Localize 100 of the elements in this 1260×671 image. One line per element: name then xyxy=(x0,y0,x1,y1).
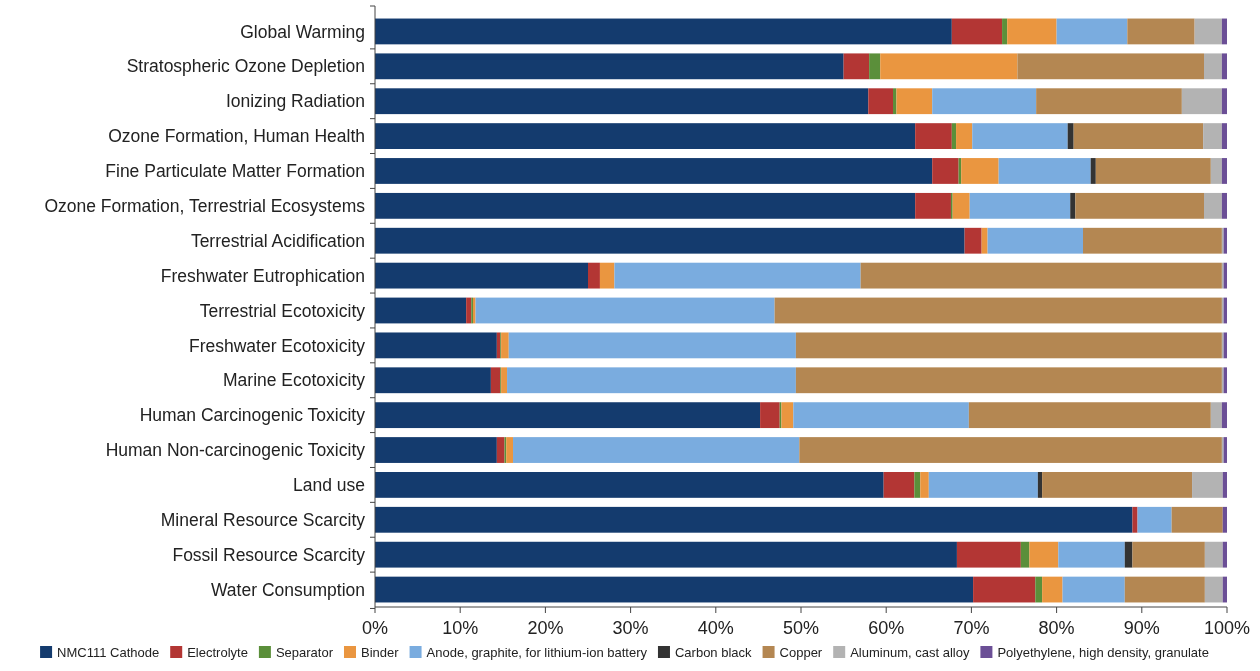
x-tick-label: 60% xyxy=(868,618,905,638)
bar xyxy=(490,367,501,394)
y-tick-label: Freshwater Ecotoxicity xyxy=(188,335,366,356)
legend-label: Aluminum, cast alloy xyxy=(850,645,970,660)
y-tick-label: Terrestrial Ecotoxicity xyxy=(199,300,366,321)
bar xyxy=(1221,402,1227,429)
bar xyxy=(795,332,1222,359)
bar xyxy=(506,437,514,463)
bar xyxy=(793,402,969,429)
bar xyxy=(920,472,929,498)
bar xyxy=(1132,506,1138,533)
bar xyxy=(375,367,491,394)
bar xyxy=(1210,158,1222,184)
bar xyxy=(795,367,1222,394)
bar xyxy=(896,88,933,115)
bar xyxy=(375,576,974,603)
bar xyxy=(1132,541,1205,568)
bar xyxy=(1042,472,1193,498)
bar xyxy=(1056,18,1128,45)
bar xyxy=(588,262,600,289)
bar xyxy=(1124,541,1133,568)
bar xyxy=(961,158,999,184)
y-tick-label: Ozone Formation, Terrestrial Ecosystems xyxy=(44,195,366,216)
y-tick-label: Fine Particulate Matter Formation xyxy=(105,161,365,182)
bar xyxy=(1070,192,1076,219)
bar xyxy=(781,402,794,429)
bar xyxy=(799,437,1222,463)
bar xyxy=(1222,541,1227,568)
legend-label: Binder xyxy=(360,645,400,660)
bar xyxy=(375,123,916,149)
bar xyxy=(375,18,952,45)
bar xyxy=(1181,88,1222,115)
bar xyxy=(1192,472,1223,498)
bar xyxy=(375,227,965,254)
x-tick-label: 40% xyxy=(697,618,734,638)
bar xyxy=(375,506,1133,533)
bar xyxy=(869,53,881,80)
bar xyxy=(1042,576,1063,603)
bar xyxy=(932,158,959,184)
bar xyxy=(972,123,1068,149)
bar xyxy=(915,192,951,219)
bar xyxy=(1127,18,1195,45)
y-tick-label: Terrestrial Acidification xyxy=(190,230,365,251)
x-tick-label: 20% xyxy=(527,618,564,638)
bar xyxy=(1204,53,1222,80)
bar xyxy=(1095,158,1211,184)
bar xyxy=(375,262,588,289)
bar xyxy=(466,297,472,324)
bar xyxy=(475,297,775,324)
bar xyxy=(987,227,1084,254)
bar xyxy=(932,88,1037,115)
bar xyxy=(760,402,780,429)
bar xyxy=(1221,192,1227,219)
bar xyxy=(1137,506,1172,533)
bar xyxy=(1221,53,1227,80)
bar xyxy=(914,472,921,498)
bar xyxy=(1171,506,1223,533)
bar xyxy=(1222,576,1227,603)
y-tick-label: Human Carcinogenic Toxicity xyxy=(139,405,366,426)
bar xyxy=(1036,88,1182,115)
bar xyxy=(1058,541,1125,568)
bar xyxy=(507,367,796,394)
bar xyxy=(496,437,505,463)
bar xyxy=(1002,18,1008,45)
bar xyxy=(880,53,1018,80)
bar xyxy=(1075,192,1204,219)
bar xyxy=(1062,576,1125,603)
bar xyxy=(774,297,1222,324)
y-tick-label: Ionizing Radiation xyxy=(225,91,365,112)
y-tick-label: Ozone Formation, Human Health xyxy=(108,126,365,147)
bar xyxy=(375,472,884,498)
y-tick-label: Stratospheric Ozone Depletion xyxy=(126,56,365,77)
bar xyxy=(1221,18,1227,45)
bar xyxy=(501,367,508,394)
bar xyxy=(868,88,894,115)
bar xyxy=(375,158,933,184)
bar xyxy=(883,472,915,498)
bar xyxy=(951,123,957,149)
bar xyxy=(1222,506,1227,533)
bar xyxy=(1221,88,1227,115)
bar xyxy=(1222,472,1227,498)
bar xyxy=(956,541,1021,568)
y-tick-label: Freshwater Eutrophication xyxy=(160,265,365,286)
bar xyxy=(968,402,1211,429)
x-tick-label: 80% xyxy=(1038,618,1075,638)
bar xyxy=(998,158,1091,184)
bar xyxy=(973,576,1036,603)
bar xyxy=(1083,227,1222,254)
bar xyxy=(375,88,869,115)
bar xyxy=(1204,576,1223,603)
bar xyxy=(501,332,509,359)
bar xyxy=(375,297,467,324)
bar xyxy=(1204,192,1222,219)
bar xyxy=(375,53,844,80)
bar xyxy=(928,472,1038,498)
bar xyxy=(951,18,1003,45)
legend-label: Copper xyxy=(779,645,823,660)
bar xyxy=(956,123,973,149)
bar xyxy=(1073,123,1204,149)
bar xyxy=(375,332,497,359)
